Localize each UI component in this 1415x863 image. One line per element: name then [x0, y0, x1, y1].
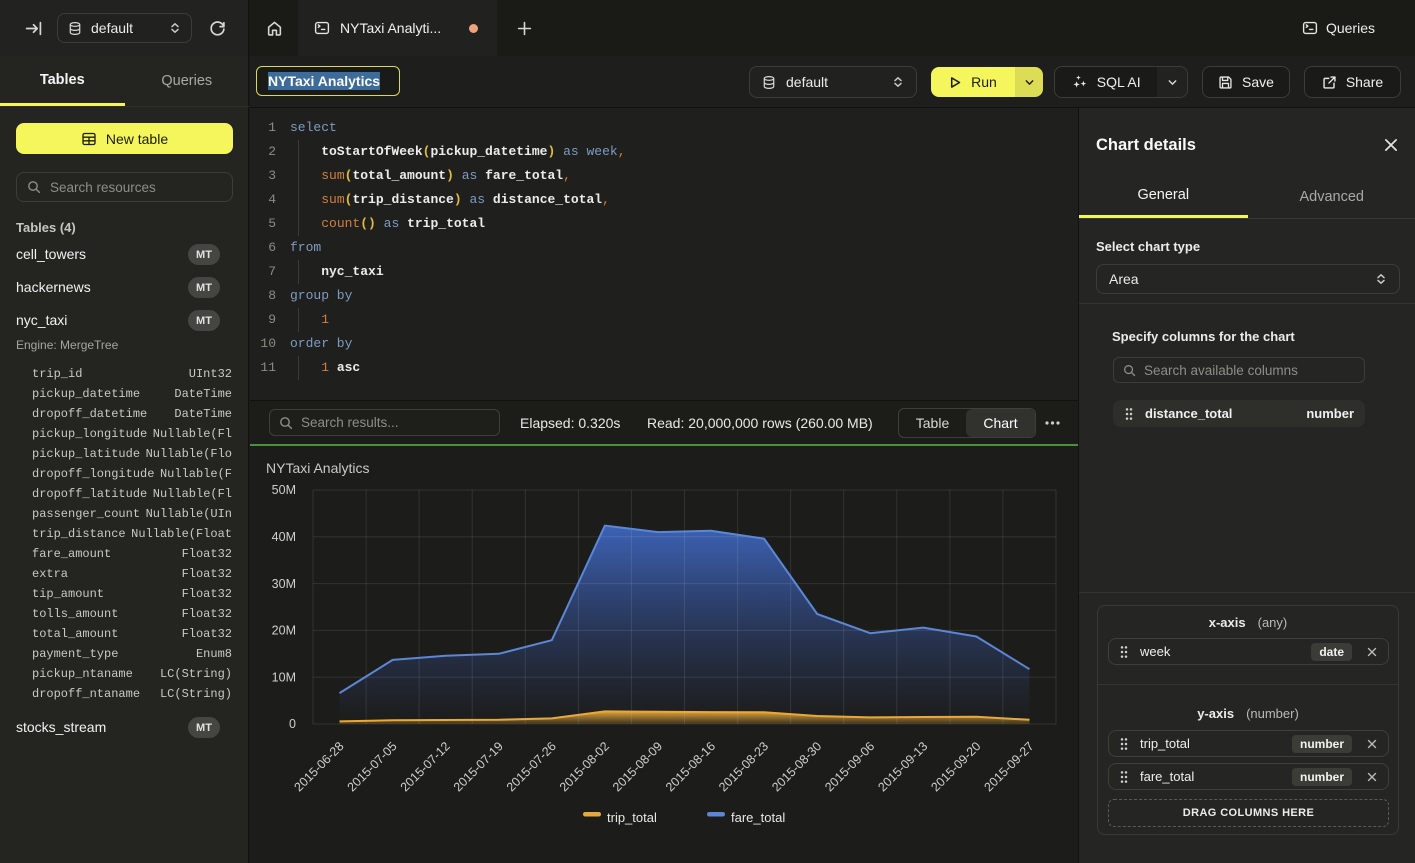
svg-text:2015-07-19: 2015-07-19	[451, 739, 506, 794]
svg-text:2015-07-05: 2015-07-05	[345, 739, 400, 794]
svg-text:2015-09-20: 2015-09-20	[928, 739, 983, 794]
svg-text:2015-09-27: 2015-09-27	[982, 739, 1037, 794]
svg-text:2015-06-28: 2015-06-28	[292, 739, 347, 794]
svg-text:2015-08-30: 2015-08-30	[769, 739, 824, 794]
svg-text:2015-07-26: 2015-07-26	[504, 739, 559, 794]
svg-text:2015-07-12: 2015-07-12	[398, 739, 453, 794]
svg-text:30M: 30M	[272, 577, 296, 591]
svg-text:50M: 50M	[272, 483, 296, 497]
svg-text:40M: 40M	[272, 530, 296, 544]
svg-text:2015-08-16: 2015-08-16	[663, 739, 718, 794]
svg-text:2015-08-09: 2015-08-09	[610, 739, 665, 794]
svg-text:trip_total: trip_total	[607, 810, 657, 825]
svg-text:0: 0	[289, 717, 296, 731]
svg-text:10M: 10M	[272, 670, 296, 684]
svg-text:2015-08-23: 2015-08-23	[716, 739, 771, 794]
svg-text:fare_total: fare_total	[731, 810, 785, 825]
svg-text:20M: 20M	[272, 624, 296, 638]
svg-text:2015-09-06: 2015-09-06	[822, 739, 877, 794]
svg-text:2015-08-02: 2015-08-02	[557, 739, 612, 794]
svg-text:2015-09-13: 2015-09-13	[875, 739, 930, 794]
svg-text:NYTaxi Analytics: NYTaxi Analytics	[266, 460, 369, 476]
